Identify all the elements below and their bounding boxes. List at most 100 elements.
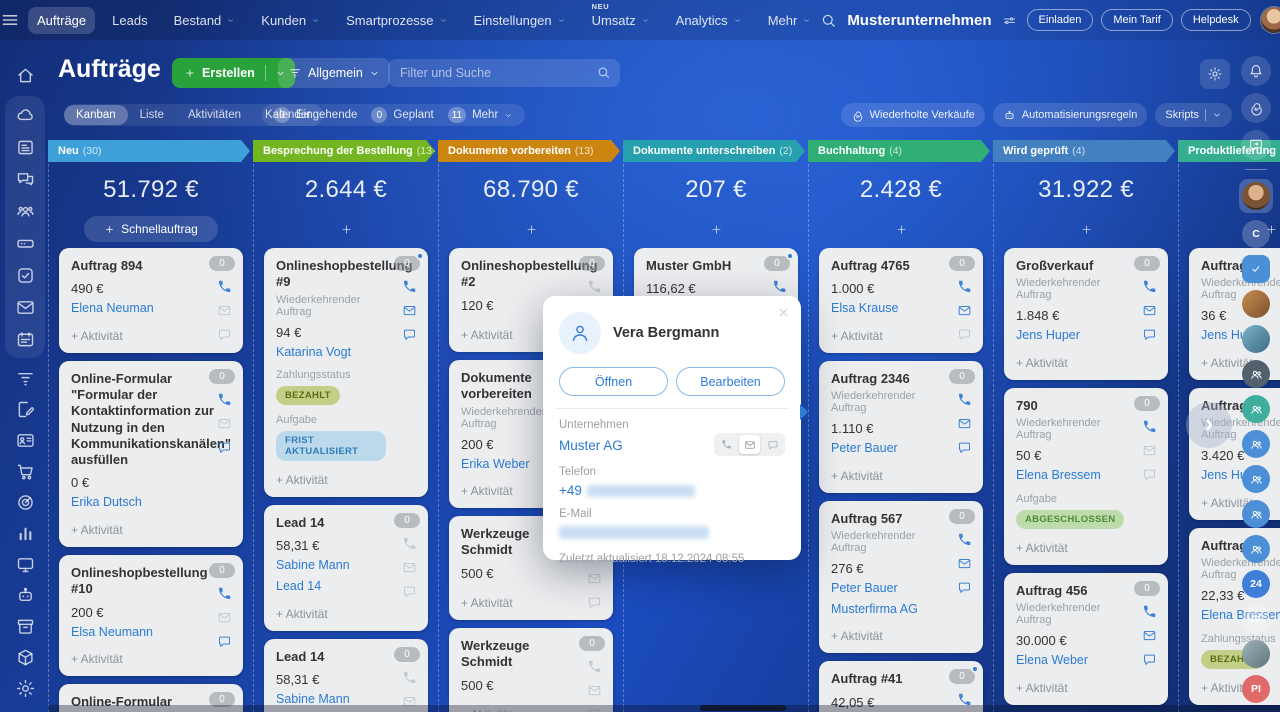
view-filter-button[interactable]: Allgemein — [278, 58, 390, 88]
mail-icon[interactable] — [402, 303, 417, 318]
mail-icon[interactable] — [402, 560, 417, 575]
card-contact-link[interactable]: Peter Bauer — [831, 441, 898, 456]
add-activity-button[interactable]: + Aktivität — [831, 629, 883, 644]
quick-order-button[interactable]: Schnellauftrag — [84, 216, 218, 242]
chat-icon[interactable] — [1142, 467, 1157, 482]
phone-icon[interactable] — [217, 586, 232, 601]
calendar-icon[interactable] — [5, 323, 45, 355]
avatar-initials[interactable]: C — [1242, 220, 1270, 248]
mail-icon[interactable] — [217, 303, 232, 318]
group-avatar[interactable] — [1242, 465, 1270, 493]
chat-icon[interactable] — [402, 584, 417, 599]
kanban-card[interactable]: Auftrag 567 Wiederkehrender Auftrag 276 € P… — [819, 500, 983, 654]
add-activity-button[interactable]: + Aktivität — [831, 468, 883, 483]
add-card-button[interactable] — [525, 223, 538, 236]
card-contact-link[interactable]: Musterfirma AG — [831, 601, 918, 616]
group-avatar[interactable] — [1242, 430, 1270, 458]
chat-icon[interactable] — [762, 435, 783, 454]
nav-item-aufträge[interactable]: Aufträge — [28, 6, 96, 34]
add-activity-button[interactable]: + Aktivität — [276, 473, 328, 488]
kanban-card[interactable]: Auftrag 4765 1.000 € Elsa Krause + Aktivitä… — [819, 248, 983, 353]
card-contact-link[interactable]: Elsa Neumann — [71, 624, 153, 639]
open-button[interactable]: Öffnen — [559, 367, 668, 396]
company-name[interactable]: Musterunternehmen — [847, 11, 992, 29]
card-contact-link[interactable]: Sabine Mann — [276, 691, 350, 706]
chat-icon[interactable] — [587, 707, 602, 712]
add-activity-button[interactable]: + Aktivität — [1016, 355, 1068, 370]
phone-icon[interactable] — [402, 670, 417, 685]
company-switcher-icon[interactable] — [1002, 13, 1017, 28]
sites-icon[interactable] — [0, 549, 50, 580]
chat-icon[interactable] — [587, 595, 602, 610]
kanban-card[interactable]: Auftrag 2346 Wiederkehrender Auftrag 1.110… — [819, 360, 983, 493]
add-card-button[interactable] — [1080, 223, 1093, 236]
card-contact-link[interactable]: Peter Bauer — [831, 581, 898, 595]
chevron-down-icon[interactable] — [266, 68, 295, 79]
phone-icon[interactable] — [1142, 419, 1157, 434]
card-contact-link[interactable]: Elena Weber — [1016, 653, 1089, 667]
mail-icon[interactable] — [1142, 303, 1157, 318]
card-contact-link[interactable]: Elena Bressem — [1016, 468, 1101, 483]
phone-icon[interactable] — [772, 279, 787, 294]
current-user[interactable] — [1242, 182, 1270, 210]
settings-gear-button[interactable] — [1200, 59, 1230, 89]
user-avatar[interactable] — [1260, 7, 1280, 33]
add-activity-button[interactable]: + Aktivität — [1016, 680, 1068, 695]
add-card-button[interactable] — [340, 223, 353, 236]
nav-item-bestand[interactable]: Bestand — [165, 7, 245, 34]
horizontal-scrollbar-thumb[interactable] — [700, 705, 786, 711]
phone-icon[interactable] — [587, 279, 602, 294]
nav-item-leads[interactable]: Leads — [112, 12, 148, 28]
kanban-card[interactable]: Werkzeuge Schmidt 500 € + Aktivität 0 — [449, 628, 613, 712]
tab-kanban[interactable]: Kanban — [64, 105, 128, 125]
hamburger-menu-icon[interactable] — [0, 10, 20, 30]
kanban-card[interactable]: Großverkauf Wiederkehrender Auftrag 1.848 … — [1004, 248, 1168, 380]
bell-icon[interactable] — [1241, 56, 1271, 86]
cart-icon[interactable] — [0, 456, 50, 487]
kanban-card[interactable]: 790 Wiederkehrender Auftrag 50 € Elena Bres… — [1004, 387, 1168, 565]
contact-company-link[interactable]: Muster AG — [559, 438, 623, 453]
card-contact-link[interactable]: Jens Huper — [1016, 328, 1080, 343]
counter-geplant[interactable]: 0 Geplant — [371, 107, 434, 123]
phone-icon[interactable] — [957, 692, 972, 707]
people3-icon[interactable] — [5, 195, 45, 227]
add-activity-button[interactable]: + Aktivität — [461, 696, 513, 712]
phone-icon[interactable] — [716, 435, 737, 454]
add-activity-button[interactable]: + Aktivität — [1201, 355, 1253, 370]
user[interactable] — [1242, 290, 1270, 318]
kanban-card[interactable]: Auftrag Wiederkehrender Auftrag 3.420 € Jen… — [1189, 387, 1280, 520]
mail-icon[interactable] — [587, 571, 602, 586]
messenger-icon[interactable] — [5, 99, 45, 131]
tool-wiederholte-verkäufe[interactable]: Wiederholte Verkäufe — [840, 103, 985, 127]
card-contact-link[interactable]: Erika Dutsch — [71, 495, 142, 510]
chat-icon[interactable] — [1142, 652, 1157, 667]
add-activity-button[interactable]: + Aktivität — [1016, 540, 1068, 555]
card-contact-link[interactable]: Elena Bressem — [1201, 608, 1280, 622]
card-contact-link[interactable]: Erika Weber — [461, 456, 530, 471]
nav-item-smartprozesse[interactable]: Smartprozesse — [337, 7, 456, 34]
add-activity-button[interactable]: + Aktivität — [71, 652, 123, 667]
add-card-button[interactable] — [710, 223, 723, 236]
mail-icon[interactable] — [739, 435, 760, 454]
chat-icon[interactable] — [957, 580, 972, 595]
contact-icon[interactable] — [0, 425, 50, 456]
mail-icon[interactable] — [1142, 628, 1157, 643]
chats-icon[interactable] — [5, 163, 45, 195]
search-icon[interactable] — [820, 12, 837, 29]
add-activity-button[interactable]: + Aktivität — [1201, 495, 1253, 510]
chat-icon[interactable] — [217, 634, 232, 649]
add-activity-button[interactable]: + Aktivität — [276, 606, 328, 621]
phone-icon[interactable] — [217, 392, 232, 407]
close-icon[interactable] — [777, 306, 790, 319]
avatar-initials[interactable]: PI — [1242, 675, 1270, 703]
card-contact-link[interactable]: Sabine Mann — [276, 558, 350, 573]
topbar-pill-einladen[interactable]: Einladen — [1026, 9, 1094, 31]
add-activity-button[interactable]: + Aktivität — [461, 328, 513, 342]
counter-avatar[interactable]: 24 — [1242, 570, 1270, 598]
scroll-right-button[interactable]: › — [1186, 402, 1232, 448]
add-activity-button[interactable]: + Aktivität — [461, 596, 513, 611]
kanban-card[interactable]: Auftrag 456 Wiederkehrender Auftrag 30.000… — [1004, 572, 1168, 705]
nav-item-kunden[interactable]: Kunden — [252, 7, 329, 34]
kanban-card[interactable]: Auftrag 894 490 € Elena Neuman + Aktivität 0 — [59, 248, 243, 353]
funnel-icon[interactable] — [0, 363, 50, 394]
